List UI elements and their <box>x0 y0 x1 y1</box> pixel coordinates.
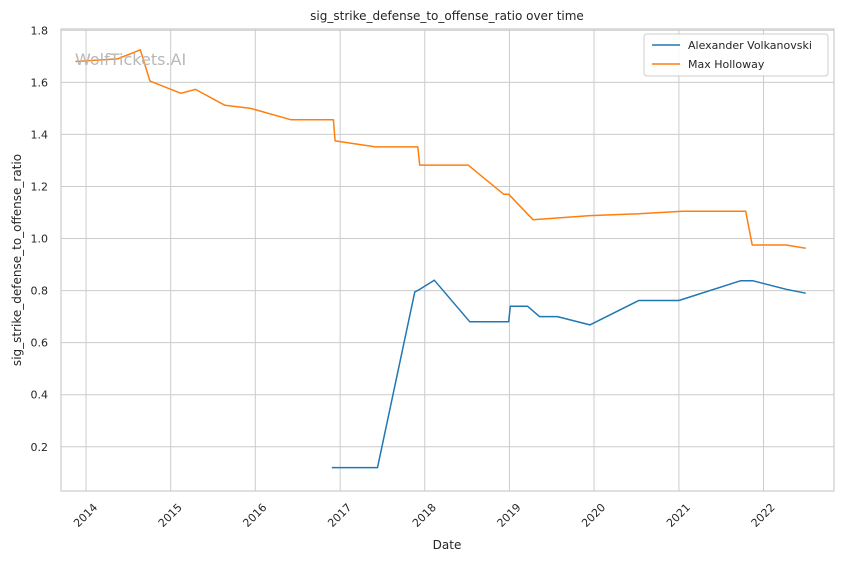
x-tick-label: 2019 <box>495 501 524 530</box>
tick-labels: 0.2 0.4 0.6 0.8 1.0 1.2 1.4 1.6 1.8 2014 2015 2016 2… <box>31 24 778 530</box>
y-tick-label: 0.2 <box>31 441 49 454</box>
watermark-text: WolfTickets.AI <box>75 50 186 69</box>
y-tick-label: 0.8 <box>31 285 49 298</box>
y-tick-label: 1.6 <box>31 76 49 89</box>
y-tick-label: 1.8 <box>31 24 49 37</box>
x-tick-label: 2020 <box>579 501 608 530</box>
x-tick-label: 2017 <box>325 501 354 530</box>
series-layer <box>75 49 806 469</box>
y-tick-label: 1.2 <box>31 180 49 193</box>
legend-box <box>643 33 829 77</box>
y-tick-label: 0.6 <box>31 337 49 350</box>
legend-label-holloway: Max Holloway <box>688 58 765 71</box>
legend-label-volkanovski: Alexander Volkanovski <box>688 39 812 52</box>
chart-title: sig_strike_defense_to_offense_ratio over… <box>310 9 584 23</box>
x-tick-label: 2016 <box>240 501 269 530</box>
legend: Alexander Volkanovski Max Holloway <box>643 33 829 77</box>
x-tick-label: 2014 <box>71 501 100 530</box>
x-axis-label: Date <box>433 538 462 552</box>
y-tick-label: 0.4 <box>31 389 49 402</box>
x-tick-label: 2022 <box>749 501 778 530</box>
series-line-1 <box>75 49 806 249</box>
x-tick-label: 2015 <box>156 501 185 530</box>
x-tick-label: 2018 <box>410 501 439 530</box>
y-axis-label: sig_strike_defense_to_offense_ratio <box>10 154 24 366</box>
x-tick-label: 2021 <box>664 501 693 530</box>
gridlines <box>61 29 834 491</box>
plot-frame <box>60 28 835 492</box>
series-line-0 <box>331 279 806 469</box>
y-tick-label: 1.0 <box>31 233 49 246</box>
y-tick-label: 1.4 <box>31 128 49 141</box>
